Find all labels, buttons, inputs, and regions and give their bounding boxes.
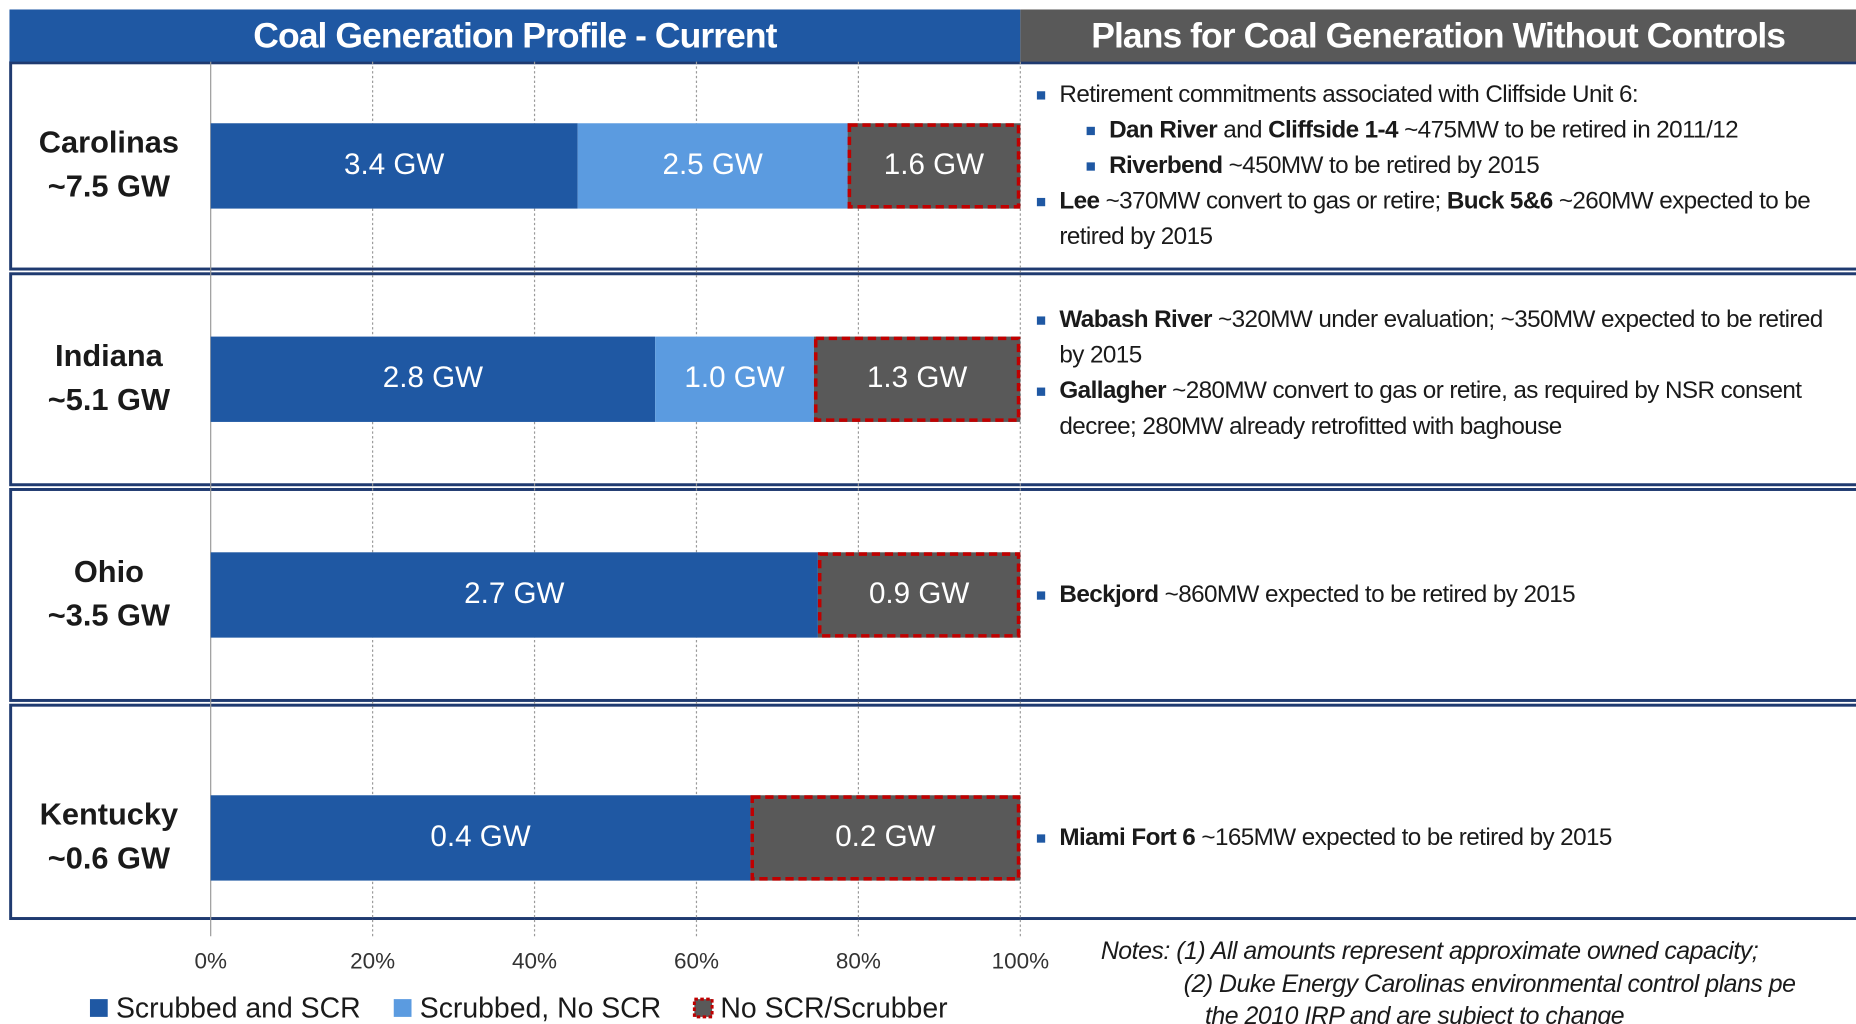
chart-title: Coal Generation Profile - Current bbox=[9, 9, 1021, 62]
text-run: ~450MW to be retired by 2015 bbox=[1222, 151, 1540, 179]
category-label: Ohio bbox=[74, 554, 144, 589]
text-run: Gallagher bbox=[1059, 376, 1166, 405]
text-run: Miami Fort 6 bbox=[1059, 823, 1196, 851]
x-tick-label: 40% bbox=[512, 948, 557, 973]
category-label: Indiana bbox=[55, 338, 164, 373]
bullet-item: Miami Fort 6 ~165MW expected to be retir… bbox=[1027, 820, 1844, 856]
x-tick-label: 80% bbox=[836, 948, 881, 973]
bullet-item: Riverbend ~450MW to be retired by 2015 bbox=[1027, 148, 1844, 184]
x-tick-label: 60% bbox=[674, 948, 719, 973]
plan-row: Retirement commitments associated with C… bbox=[1027, 62, 1844, 271]
text-run: Dan River bbox=[1109, 116, 1218, 144]
category-subtitle: ~7.5 GW bbox=[48, 169, 171, 204]
bullet-item: Wabash River ~320MW under evaluation; ~3… bbox=[1027, 302, 1844, 373]
value-label: 2.8 GW bbox=[383, 361, 483, 394]
text-run: and bbox=[1217, 116, 1269, 144]
bar-segment bbox=[210, 795, 751, 881]
text-run: Cliffside 1-4 bbox=[1268, 116, 1398, 144]
legend-swatch bbox=[89, 999, 108, 1017]
note: Notes: (1) All amounts represent approxi… bbox=[1100, 937, 1759, 965]
legend-label: No SCR/Scrubber bbox=[720, 992, 947, 1024]
value-label: 2.5 GW bbox=[663, 148, 763, 181]
value-label: 0.9 GW bbox=[869, 577, 969, 610]
row-box bbox=[9, 61, 1856, 271]
plans-title: Plans for Coal Generation Without Contro… bbox=[1020, 9, 1856, 62]
category-subtitle: ~3.5 GW bbox=[48, 598, 171, 633]
text-run: Lee bbox=[1059, 187, 1100, 215]
text-run: ~370MW convert to gas or retire; bbox=[1099, 187, 1447, 215]
bar-segment bbox=[655, 336, 814, 422]
value-label: 2.7 GW bbox=[464, 577, 564, 610]
bullet-item: Beckjord ~860MW expected to be retired b… bbox=[1027, 577, 1844, 613]
legend-swatch bbox=[393, 999, 412, 1017]
bar-outline bbox=[813, 336, 1021, 422]
value-label: 0.4 GW bbox=[430, 820, 530, 853]
plan-row: Wabash River ~320MW under evaluation; ~3… bbox=[1027, 273, 1844, 474]
row-box bbox=[9, 488, 1856, 702]
text-run: ~280MW convert to gas or retire, as requ… bbox=[1059, 376, 1802, 440]
text-run: ~320MW under evaluation; ~350MW expected… bbox=[1059, 305, 1823, 369]
bullet-item: Lee ~370MW convert to gas or retire; Buc… bbox=[1027, 184, 1844, 255]
bar-outline bbox=[817, 552, 1021, 638]
plan-row: Miami Fort 6 ~165MW expected to be retir… bbox=[1027, 704, 1844, 972]
note: the 2010 IRP and are subject to change bbox=[1204, 1002, 1625, 1024]
value-label: 1.3 GW bbox=[867, 361, 967, 394]
text-run: Wabash River bbox=[1059, 305, 1212, 334]
x-tick-label: 0% bbox=[194, 948, 227, 973]
bullet-item: Dan River and Cliffside 1-4 ~475MW to be… bbox=[1027, 113, 1844, 149]
bar-segment bbox=[847, 123, 1021, 209]
bar-segment bbox=[210, 552, 818, 638]
bar-outline bbox=[750, 795, 1021, 881]
bar-segment bbox=[210, 123, 578, 209]
bar-segment bbox=[210, 336, 656, 422]
bar-segment bbox=[750, 795, 1021, 881]
bar-segment bbox=[813, 336, 1021, 422]
text-run: Retirement commitments associated with C… bbox=[1059, 80, 1639, 108]
x-tick-label: 20% bbox=[350, 948, 395, 973]
text-run: ~260MW expected to be retired by 2015 bbox=[1059, 187, 1811, 251]
row-box bbox=[9, 703, 1856, 921]
value-label: 3.4 GW bbox=[344, 148, 444, 181]
category-label: Carolinas bbox=[39, 125, 179, 160]
legend-label: Scrubbed, No SCR bbox=[420, 992, 661, 1024]
row-box bbox=[9, 272, 1856, 487]
bar-outline bbox=[847, 123, 1021, 209]
text-run: Beckjord bbox=[1059, 580, 1159, 609]
bar-segment bbox=[817, 552, 1021, 638]
value-label: 1.6 GW bbox=[884, 148, 984, 181]
category-subtitle: ~0.6 GW bbox=[48, 841, 171, 876]
value-label: 1.0 GW bbox=[684, 361, 784, 394]
legend-label: Scrubbed and SCR bbox=[116, 992, 361, 1024]
text-run: ~475MW to be retired in 2011/12 bbox=[1397, 116, 1739, 144]
text-run: Riverbend bbox=[1109, 151, 1223, 179]
text-run: ~165MW expected to be retired by 2015 bbox=[1195, 823, 1612, 851]
text-run: Buck 5&6 bbox=[1446, 187, 1553, 215]
bullet-item: Gallagher ~280MW convert to gas or retir… bbox=[1027, 373, 1844, 444]
bar-segment bbox=[577, 123, 848, 209]
x-tick-label: 100% bbox=[992, 948, 1050, 973]
category-subtitle: ~5.1 GW bbox=[48, 382, 171, 417]
value-label: 0.2 GW bbox=[835, 820, 935, 853]
category-label: Kentucky bbox=[40, 797, 178, 832]
bullet-item: Retirement commitments associated with C… bbox=[1027, 77, 1844, 113]
legend-swatch bbox=[692, 997, 714, 1019]
note: (2) Duke Energy Carolinas environmental … bbox=[1183, 970, 1796, 998]
plan-row: Beckjord ~860MW expected to be retired b… bbox=[1027, 488, 1844, 701]
text-run: ~860MW expected to be retired by 2015 bbox=[1158, 580, 1576, 609]
